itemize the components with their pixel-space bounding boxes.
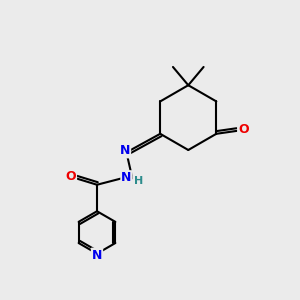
Text: N: N xyxy=(121,171,132,184)
Text: O: O xyxy=(238,123,249,136)
Text: H: H xyxy=(134,176,143,186)
Text: N: N xyxy=(120,144,130,158)
Text: N: N xyxy=(92,249,102,262)
Text: O: O xyxy=(65,170,76,183)
